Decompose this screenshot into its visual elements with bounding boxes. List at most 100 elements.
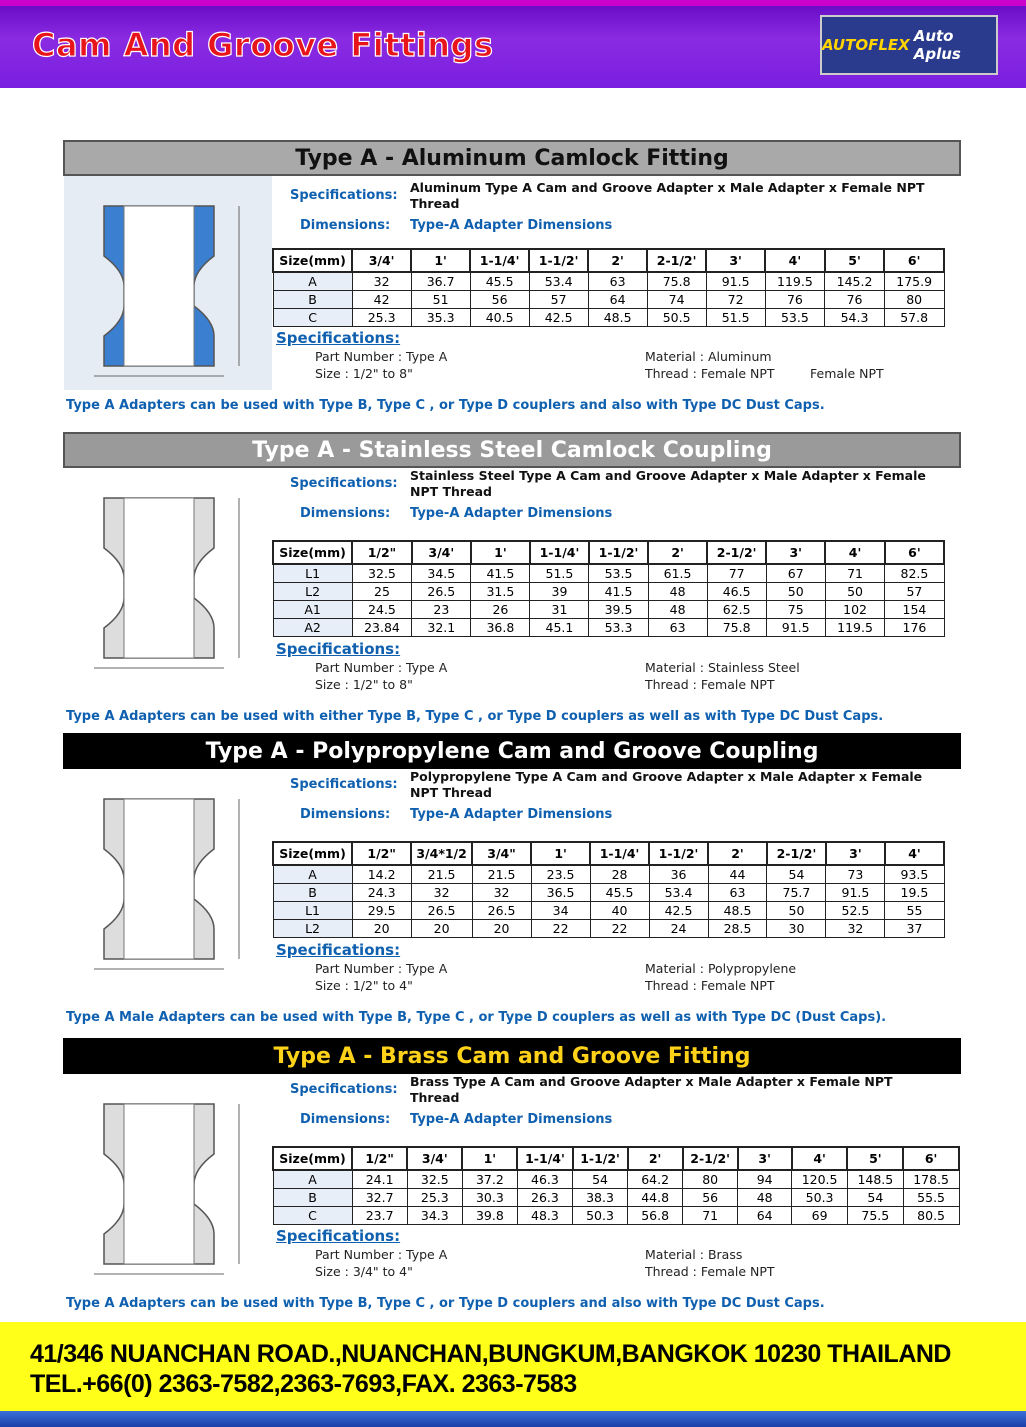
table-cell: 32.7 bbox=[351, 1188, 408, 1207]
size: Size : 1/2" to 8" bbox=[315, 677, 413, 692]
table-cell: 67 bbox=[765, 563, 826, 583]
part-number: Part Number : Type A bbox=[315, 349, 448, 364]
table-cell: 36.8 bbox=[470, 618, 531, 637]
table-cell: 148.5 bbox=[846, 1169, 904, 1189]
table-cell: 45.5 bbox=[469, 271, 530, 291]
address: 41/346 NUANCHAN ROAD.,NUANCHAN,BUNGKUM,B… bbox=[30, 1340, 952, 1368]
table-cell: 73 bbox=[825, 864, 886, 884]
header-cell: 2-1/2' bbox=[706, 540, 768, 565]
table-cell: 71 bbox=[824, 563, 886, 583]
table-cell: 46.5 bbox=[706, 582, 767, 601]
table-cell: 52.5 bbox=[825, 901, 886, 920]
header-cell: 5' bbox=[846, 1146, 905, 1171]
table-row: A 24.1 32.5 37.2 46.3 54 64.2 80 94 120.5 148.5 178… bbox=[272, 1169, 960, 1189]
table-cell: 32 bbox=[825, 919, 886, 938]
header-cell: 1-1/2' bbox=[648, 841, 709, 866]
logo-text: AUTOFLEX bbox=[822, 36, 910, 54]
table-cell: 75.8 bbox=[706, 618, 767, 637]
header-cell: 1-1/4' bbox=[589, 841, 651, 866]
table-row: A 14.2 21.5 21.5 23.5 28 36 44 54 73 93.5 bbox=[272, 864, 945, 884]
table-cell: 26 bbox=[470, 600, 531, 619]
table-cell: 57 bbox=[884, 582, 945, 601]
table-cell: 94 bbox=[737, 1169, 793, 1189]
table-cell: L1 bbox=[272, 901, 353, 920]
header-cell: 2' bbox=[587, 248, 649, 273]
dim-label: Dimensions: bbox=[300, 218, 391, 233]
table-cell: 80.5 bbox=[902, 1206, 960, 1225]
table-cell: 32 bbox=[471, 883, 532, 902]
header-cell: Size(mm) bbox=[271, 1146, 354, 1171]
table-cell: 64.2 bbox=[627, 1169, 684, 1189]
table-cell: 42.5 bbox=[648, 901, 709, 920]
table-row: A2 23.84 32.1 36.8 45.1 53.3 63 75.8 91.5 119.5 17… bbox=[272, 618, 945, 637]
table-cell: 178.5 bbox=[902, 1169, 960, 1189]
table-cell: 39.8 bbox=[461, 1206, 518, 1225]
table-cell: 23.5 bbox=[530, 864, 591, 884]
section-title: Type A - Stainless Steel Camlock Couplin… bbox=[63, 432, 961, 468]
table-cell: 30 bbox=[766, 919, 827, 938]
header-cell: Size(mm) bbox=[271, 841, 354, 866]
header-cell: 1-1/4' bbox=[528, 540, 590, 565]
table-cell: 50 bbox=[765, 582, 826, 601]
table-cell: 34 bbox=[530, 901, 591, 920]
header-cell: 1' bbox=[469, 540, 531, 565]
table-cell: 53.5 bbox=[764, 308, 826, 327]
table-cell: 77 bbox=[706, 563, 767, 583]
table-cell: 54.3 bbox=[824, 308, 885, 327]
table-cell: 75 bbox=[765, 600, 826, 619]
table-cell: 42 bbox=[351, 290, 412, 309]
table-cell: 48.5 bbox=[587, 308, 648, 327]
header-cell: 1/2" bbox=[351, 841, 413, 866]
table-cell: 26.5 bbox=[471, 901, 532, 920]
logo: AUTOFLEX Auto Aplus bbox=[820, 15, 998, 75]
table-cell: 37.2 bbox=[461, 1169, 518, 1189]
note: Type A Male Adapters can be used with Ty… bbox=[66, 1010, 887, 1025]
table-cell: 53.3 bbox=[588, 618, 649, 637]
header-cell: 2' bbox=[647, 540, 709, 565]
table-cell: 32 bbox=[351, 271, 412, 291]
size: Size : 1/2" to 4" bbox=[315, 978, 413, 993]
table-cell: 40 bbox=[589, 901, 650, 920]
header-cell: 1-1/2' bbox=[587, 540, 650, 565]
table-cell: 93.5 bbox=[884, 864, 945, 884]
header-cell: 3/4' bbox=[406, 1146, 464, 1171]
table-cell: 29.5 bbox=[351, 901, 412, 920]
header-cell: 4' bbox=[790, 1146, 849, 1171]
table-cell: 28.5 bbox=[707, 919, 768, 938]
table-cell: 55.5 bbox=[902, 1188, 960, 1207]
table-cell: 51.5 bbox=[529, 563, 590, 583]
header-cell: 1/2" bbox=[351, 540, 413, 565]
table-cell: 45.1 bbox=[529, 618, 590, 637]
table-cell: 23 bbox=[411, 600, 472, 619]
table-cell: 119.5 bbox=[824, 618, 886, 637]
section-title: Type A - Brass Cam and Groove Fitting bbox=[63, 1038, 961, 1074]
part-number: Part Number : Type A bbox=[315, 660, 448, 675]
header-cell: Size(mm) bbox=[271, 540, 354, 565]
spec-heading: Specifications: bbox=[276, 329, 401, 347]
header-cell: 1-1/2' bbox=[528, 248, 590, 273]
dim-label: Dimensions: bbox=[300, 506, 391, 521]
table-cell: 145.2 bbox=[824, 271, 885, 291]
table-row: C 25.3 35.3 40.5 42.5 48.5 50.5 51.5 53.5 54.3 57.… bbox=[272, 308, 945, 327]
header-cell: 4' bbox=[824, 540, 886, 565]
header-cell: 1' bbox=[410, 248, 472, 273]
table-cell: 63 bbox=[707, 883, 768, 902]
logo-text: Auto Aplus bbox=[913, 27, 961, 63]
spec-label: Specifications: bbox=[290, 1082, 398, 1097]
table-cell: 175.9 bbox=[883, 271, 945, 291]
table-cell: C bbox=[272, 1206, 353, 1225]
header-row: Size(mm) 1/2" 3/4' 1' 1-1/4' 1-1/2' 2' 2-1/2' 3'… bbox=[271, 1146, 960, 1171]
part-number: Part Number : Type A bbox=[315, 961, 448, 976]
table-cell: 36.7 bbox=[410, 271, 471, 291]
stripe bbox=[0, 1411, 1026, 1427]
table-cell: 41.5 bbox=[470, 563, 531, 583]
table-cell: 32.5 bbox=[351, 563, 413, 583]
table-cell: 82.5 bbox=[884, 563, 945, 583]
note: Type A Adapters can be used with Type B,… bbox=[66, 1296, 825, 1311]
table-cell: 75.8 bbox=[646, 271, 707, 291]
table-row: L2 25 26.5 31.5 39 41.5 48 46.5 50 50 57 bbox=[272, 582, 945, 601]
table-cell: 71 bbox=[682, 1206, 739, 1225]
header-row: Size(mm) 3/4' 1' 1-1/4' 1-1/2' 2' 2-1/2' 3' 4' 5'… bbox=[271, 248, 945, 273]
table-cell: 24.1 bbox=[351, 1169, 408, 1189]
table-row: B 32.7 25.3 30.3 26.3 38.3 44.8 56 48 50.3 54 55.5 bbox=[272, 1188, 960, 1207]
